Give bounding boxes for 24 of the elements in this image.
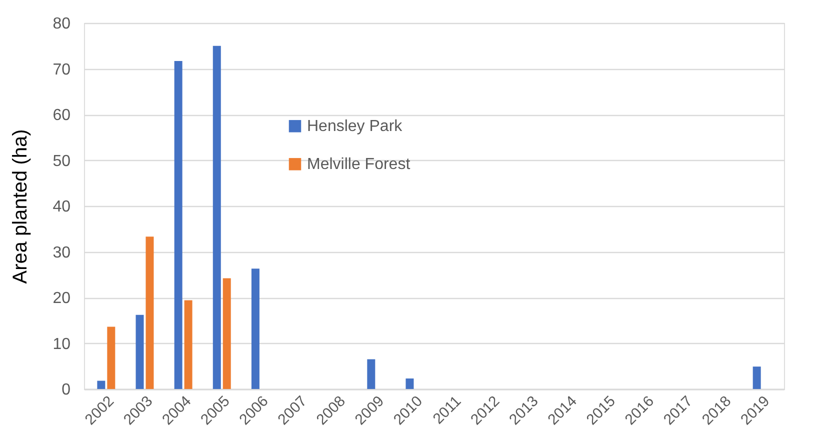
bar [251, 268, 260, 389]
bar [752, 366, 761, 389]
legend-label: Melville Forest [307, 156, 411, 174]
bar [174, 60, 182, 389]
bar [184, 300, 192, 389]
bar [367, 359, 376, 389]
y-tick-label: 70 [52, 61, 71, 78]
y-axis-title: Area planted (ha) [10, 129, 32, 284]
bar [97, 380, 106, 389]
y-tick-label: 60 [52, 107, 71, 124]
bar [222, 278, 231, 389]
bar [107, 326, 116, 389]
y-tick-label: 10 [52, 336, 71, 353]
y-tick-label: 40 [52, 198, 71, 216]
y-tick-label: 80 [52, 16, 71, 32]
y-tick-label: 20 [52, 290, 71, 307]
y-tick-label: 0 [62, 382, 71, 398]
bar [212, 46, 221, 389]
y-tick-label: 30 [52, 244, 71, 262]
bar [406, 378, 414, 389]
y-tick-label: 50 [52, 152, 71, 170]
bar [146, 236, 154, 389]
bar [136, 314, 144, 389]
legend-label: Hensley Park [307, 118, 404, 136]
